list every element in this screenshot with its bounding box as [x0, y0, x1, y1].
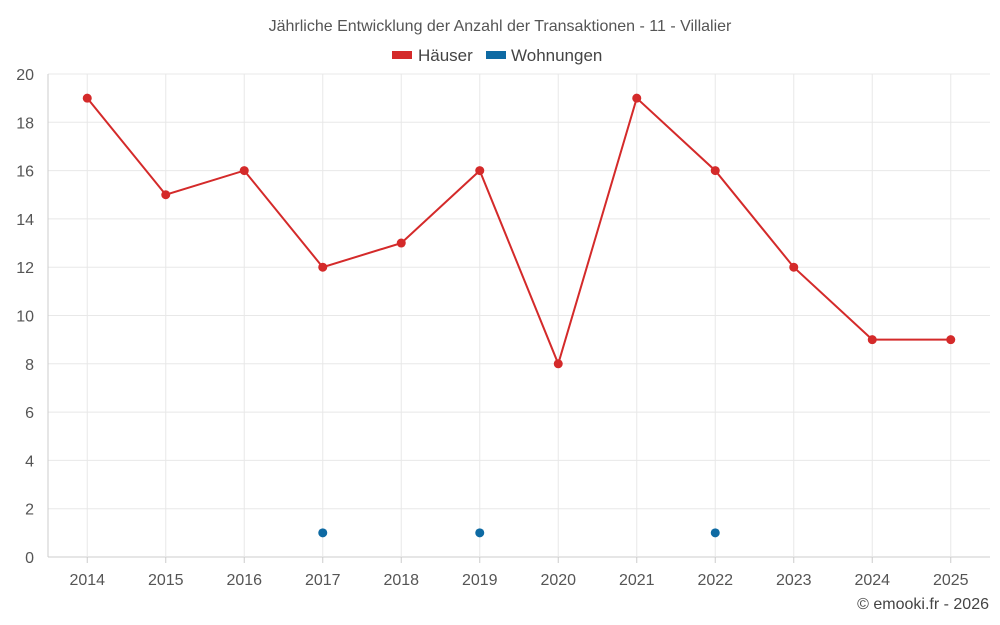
y-tick-label: 16 — [16, 164, 34, 181]
y-tick-label: 4 — [25, 453, 34, 470]
legend-label-haeuser[interactable]: Häuser — [418, 46, 473, 65]
x-tick-label: 2016 — [226, 572, 262, 589]
x-tick-label: 2021 — [619, 572, 655, 589]
y-tick-label: 18 — [16, 115, 34, 132]
data-point-0-2020[interactable] — [553, 359, 563, 369]
data-point-0-2017[interactable] — [318, 262, 328, 272]
data-point-0-2024[interactable] — [867, 335, 877, 345]
y-tick-label: 14 — [16, 212, 34, 229]
series-layer — [82, 93, 956, 538]
data-point-0-2025[interactable] — [946, 335, 956, 345]
x-tick-label: 2017 — [305, 572, 341, 589]
data-point-0-2023[interactable] — [789, 262, 799, 272]
x-tick-label: 2024 — [854, 572, 890, 589]
x-tick-label: 2015 — [148, 572, 184, 589]
x-tick-label: 2014 — [69, 572, 105, 589]
legend-swatch-haeuser — [392, 51, 412, 59]
y-tick-label: 8 — [25, 357, 34, 374]
grid — [47, 73, 990, 563]
legend: Häuser Wohnungen — [392, 46, 602, 65]
x-tick-label: 2020 — [540, 572, 576, 589]
data-point-0-2016[interactable] — [239, 166, 249, 176]
chart-title: Jährliche Entwicklung der Anzahl der Tra… — [269, 18, 732, 35]
data-point-0-2018[interactable] — [396, 238, 406, 248]
legend-swatch-wohnungen — [486, 51, 506, 59]
y-tick-label: 2 — [25, 502, 34, 519]
x-tick-label: 2025 — [933, 572, 969, 589]
data-point-1-2019[interactable] — [475, 528, 485, 538]
data-point-0-2021[interactable] — [632, 93, 642, 103]
y-tick-label: 6 — [25, 405, 34, 422]
data-point-0-2019[interactable] — [475, 166, 485, 176]
y-tick-label: 20 — [16, 67, 34, 84]
y-tick-label: 10 — [16, 309, 34, 326]
x-tick-label: 2022 — [697, 572, 733, 589]
data-point-1-2017[interactable] — [318, 528, 328, 538]
data-point-0-2015[interactable] — [161, 190, 171, 200]
data-point-0-2014[interactable] — [82, 93, 92, 103]
x-tick-label: 2019 — [462, 572, 498, 589]
x-tick-label: 2023 — [776, 572, 812, 589]
y-tick-label: 12 — [16, 260, 34, 277]
y-tick-label: 0 — [25, 550, 34, 567]
data-point-1-2022[interactable] — [710, 528, 720, 538]
legend-label-wohnungen[interactable]: Wohnungen — [511, 46, 602, 65]
credit-text: © emooki.fr - 2026 — [857, 596, 989, 613]
series-line-0 — [86, 96, 951, 367]
x-tick-label: 2018 — [383, 572, 419, 589]
x-axis-ticks: 2014 2015 2016 2017 2018 2019 2020 2021 2022 2023… — [69, 572, 968, 589]
data-point-0-2022[interactable] — [710, 166, 720, 176]
y-axis-ticks: 0 2 4 6 8 10 12 14 16 18 20 — [16, 67, 34, 567]
